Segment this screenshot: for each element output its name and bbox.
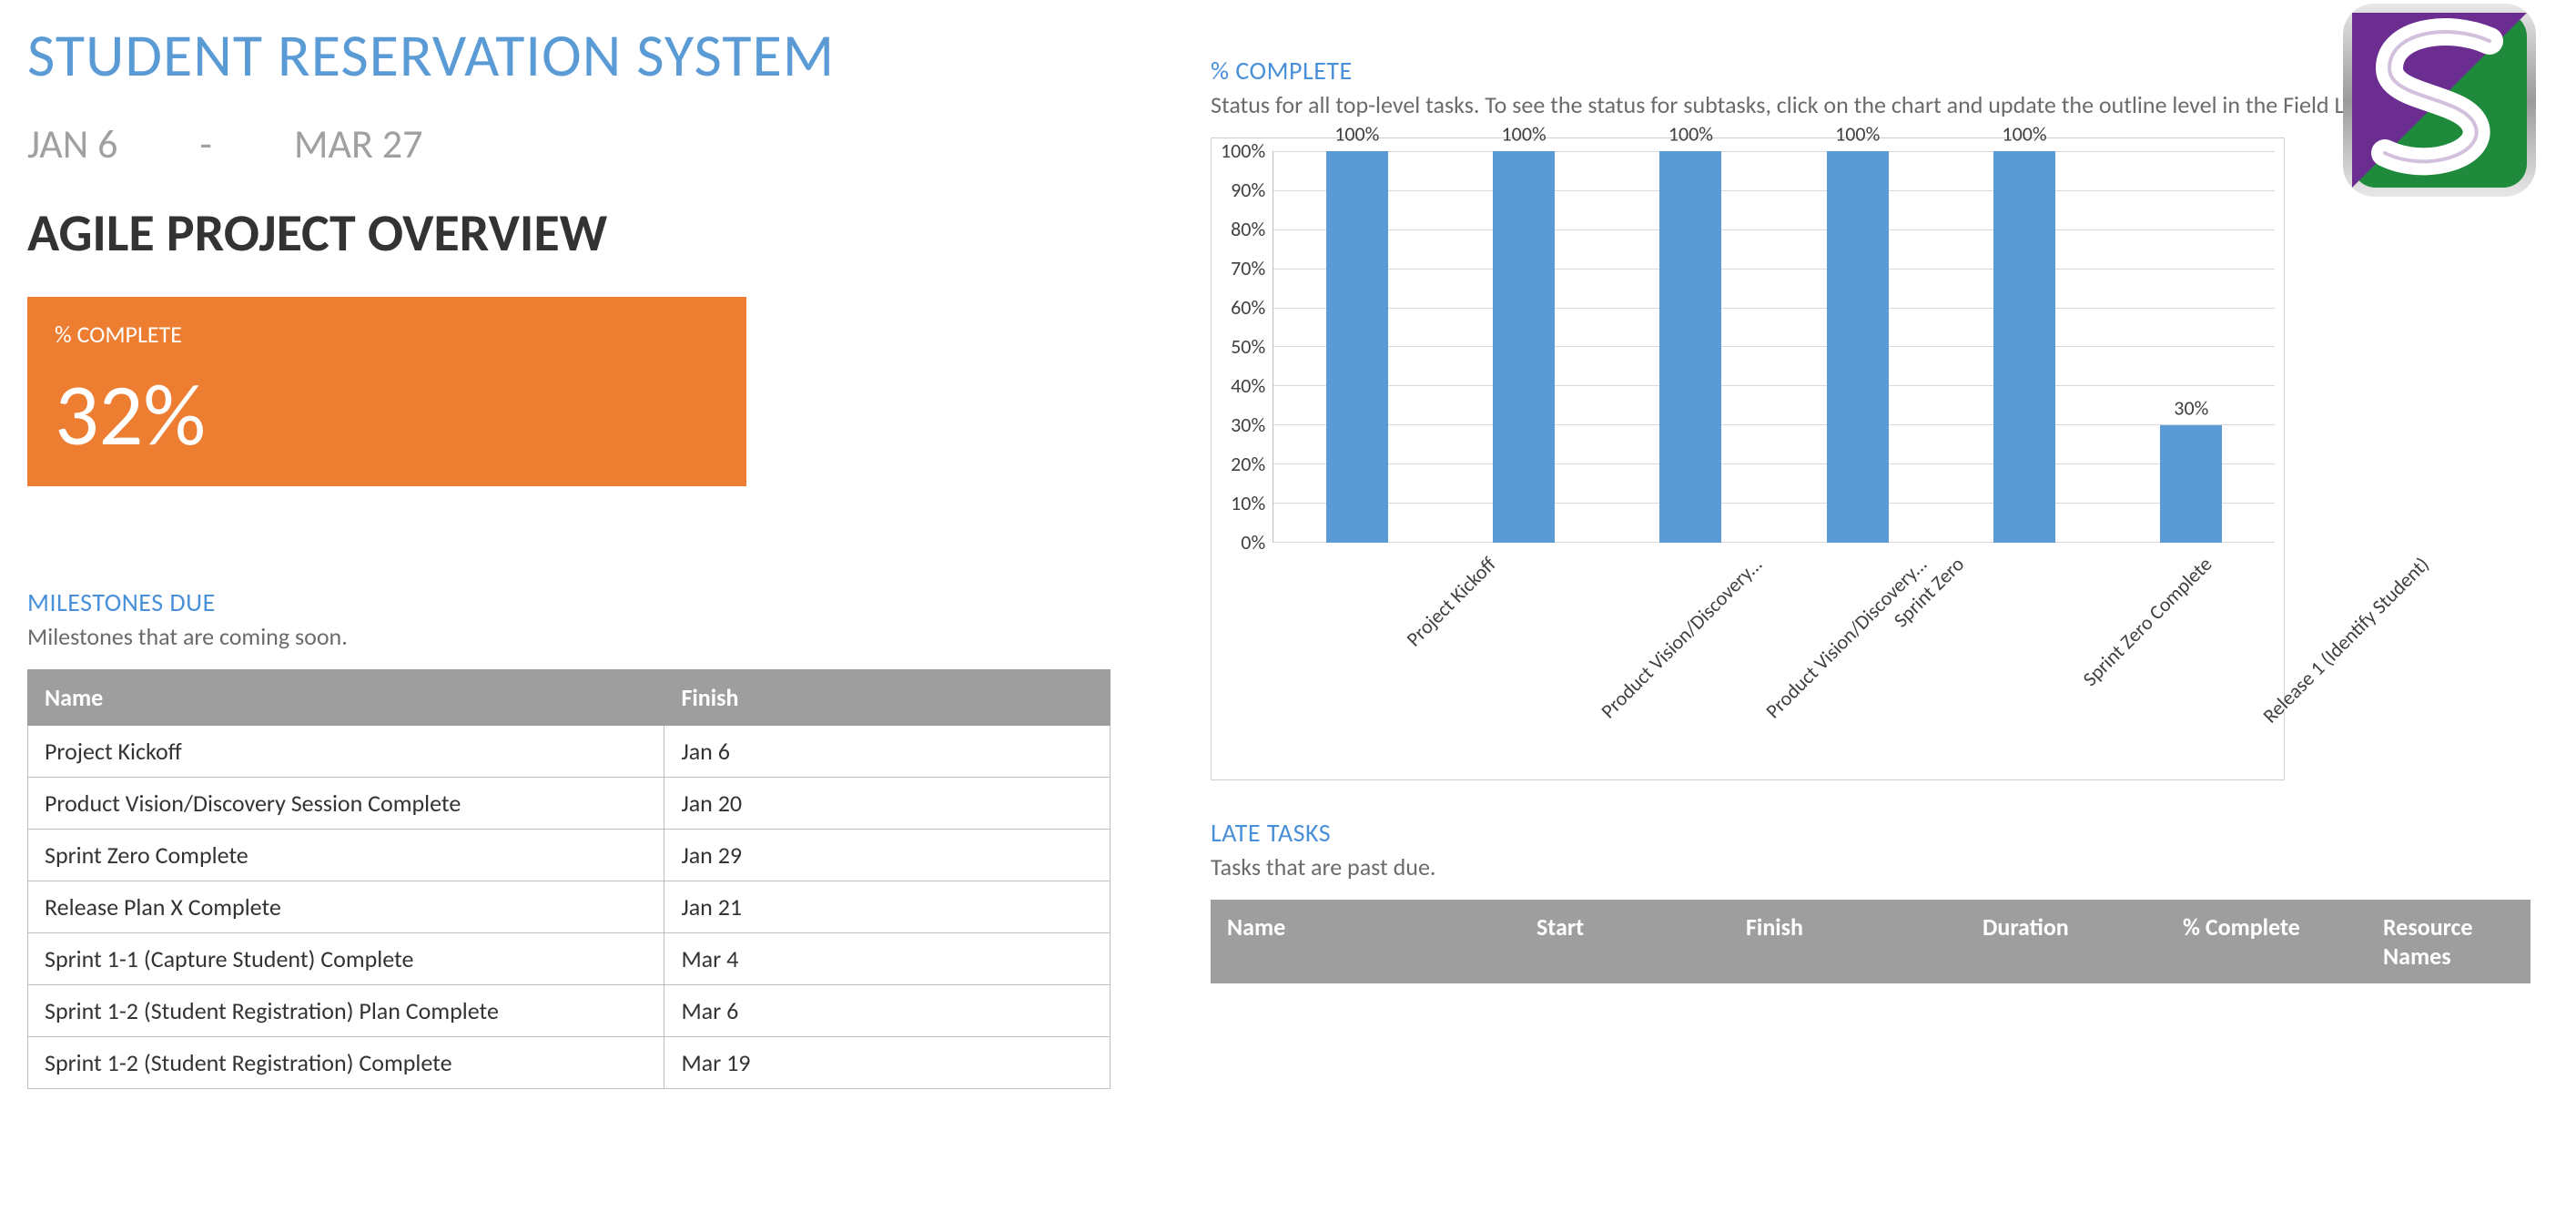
col-finish[interactable]: Finish xyxy=(1729,900,1966,983)
table-row[interactable]: Product Vision/Discovery Session Complet… xyxy=(28,778,1111,830)
date-dash: - xyxy=(199,119,211,168)
bar-value-label: 100% xyxy=(1266,122,1448,147)
percent-complete-value: 32% xyxy=(55,372,719,459)
col-finish[interactable]: Finish xyxy=(664,670,1111,726)
table-cell: Mar 19 xyxy=(664,1037,1111,1089)
col-name[interactable]: Name xyxy=(1211,900,1520,983)
chart-bars: 100% 100% 100% 100% 100% 30% xyxy=(1273,151,2275,543)
table-header-row: Name Finish xyxy=(28,670,1111,726)
xaxis-label: Project Kickoff xyxy=(1335,543,1399,770)
xaxis-label: Product Vision/Discovery... xyxy=(1665,543,1729,770)
milestones-heading: MILESTONES DUE xyxy=(27,586,1156,618)
end-date: MAR 27 xyxy=(294,119,423,168)
chart-xaxis: Project Kickoff Product Vision/Discovery.… xyxy=(1284,543,2275,770)
xaxis-label: Product Vision/Discovery... xyxy=(1500,543,1564,770)
col-name[interactable]: Name xyxy=(28,670,664,726)
bar-chart[interactable]: 100%90%80%70%60%50%40%30%20%10%0% 100%10… xyxy=(1211,137,2285,780)
xaxis-label: Release 1 (Identify Student) xyxy=(2160,543,2224,770)
table-cell: Jan 29 xyxy=(664,830,1111,881)
late-tasks-heading: LATE TASKS xyxy=(1211,817,2530,849)
table-row[interactable]: Release Plan X CompleteJan 21 xyxy=(28,881,1111,933)
bar-slot[interactable]: 100% xyxy=(1325,151,1389,543)
late-tasks-subtext: Tasks that are past due. xyxy=(1211,852,2530,881)
col-duration[interactable]: Duration xyxy=(1966,900,2166,983)
table-cell: Mar 6 xyxy=(664,985,1111,1037)
bar-value-label: 100% xyxy=(1433,122,1615,147)
bar[interactable] xyxy=(1993,151,2055,543)
table-cell: Jan 21 xyxy=(664,881,1111,933)
col-complete[interactable]: % Complete xyxy=(2166,900,2367,983)
milestones-section: MILESTONES DUE Milestones that are comin… xyxy=(27,586,1156,1089)
xaxis-label: Sprint Zero xyxy=(1831,543,1894,770)
table-row[interactable]: Sprint 1-1 (Capture Student) CompleteMar… xyxy=(28,933,1111,985)
page-title: STUDENT RESERVATION SYSTEM xyxy=(27,18,1156,92)
bar[interactable] xyxy=(1493,151,1555,543)
xaxis-label: Sprint Zero Complete xyxy=(1995,543,2059,770)
col-start[interactable]: Start xyxy=(1520,900,1729,983)
date-range: JAN 6 - MAR 27 xyxy=(27,119,1156,168)
table-cell: Jan 6 xyxy=(664,726,1111,778)
table-cell: Sprint Zero Complete xyxy=(28,830,664,881)
logo-icon xyxy=(2339,0,2540,200)
table-cell: Sprint 1-1 (Capture Student) Complete xyxy=(28,933,664,985)
table-row[interactable]: Sprint 1-2 (Student Registration) Plan C… xyxy=(28,985,1111,1037)
late-tasks-table[interactable]: Name Start Finish Duration % Complete Re… xyxy=(1211,900,2530,983)
col-resource[interactable]: Resource Names xyxy=(2367,900,2530,983)
table-cell: Product Vision/Discovery Session Complet… xyxy=(28,778,664,830)
table-cell: Sprint 1-2 (Student Registration) Comple… xyxy=(28,1037,664,1089)
table-row[interactable]: Sprint 1-2 (Student Registration) Comple… xyxy=(28,1037,1111,1089)
bar[interactable] xyxy=(1827,151,1889,543)
start-date: JAN 6 xyxy=(27,119,117,168)
table-row[interactable]: Project KickoffJan 6 xyxy=(28,726,1111,778)
table-cell: Mar 4 xyxy=(664,933,1111,985)
late-tasks-section: LATE TASKS Tasks that are past due. Name… xyxy=(1211,817,2530,983)
table-cell: Jan 20 xyxy=(664,778,1111,830)
percent-complete-card: % COMPLETE 32% xyxy=(27,297,746,486)
chart-yaxis: 100%90%80%70%60%50%40%30%20%10%0% xyxy=(1221,151,1273,543)
bar[interactable] xyxy=(2160,425,2222,543)
bar-slot[interactable]: 100% xyxy=(1658,151,1722,543)
table-cell: Sprint 1-2 (Student Registration) Plan C… xyxy=(28,985,664,1037)
bar-value-label: 100% xyxy=(1767,122,1949,147)
table-header-row: Name Start Finish Duration % Complete Re… xyxy=(1211,900,2530,983)
chart-section: % COMPLETE Status for all top-level task… xyxy=(1211,55,2530,780)
bar-slot[interactable]: 30% xyxy=(2159,151,2223,543)
subtitle: AGILE PROJECT OVERVIEW xyxy=(27,200,1156,265)
bar-slot[interactable]: 100% xyxy=(1993,151,2056,543)
bar-value-label: 100% xyxy=(1599,122,1781,147)
milestones-table[interactable]: Name Finish Project KickoffJan 6Product … xyxy=(27,669,1111,1089)
table-row[interactable]: Sprint Zero CompleteJan 29 xyxy=(28,830,1111,881)
chart-subtext: Status for all top-level tasks. To see t… xyxy=(1211,90,2376,119)
percent-complete-label: % COMPLETE xyxy=(55,320,719,349)
table-cell: Release Plan X Complete xyxy=(28,881,664,933)
bar-slot[interactable]: 100% xyxy=(1826,151,1890,543)
bar[interactable] xyxy=(1659,151,1721,543)
bar[interactable] xyxy=(1326,151,1388,543)
bar-slot[interactable]: 100% xyxy=(1492,151,1556,543)
chart-heading: % COMPLETE xyxy=(1211,55,2530,87)
table-cell: Project Kickoff xyxy=(28,726,664,778)
bar-value-label: 30% xyxy=(2100,396,2282,421)
bar-value-label: 100% xyxy=(1933,122,2115,147)
milestones-subtext: Milestones that are coming soon. xyxy=(27,622,1156,651)
